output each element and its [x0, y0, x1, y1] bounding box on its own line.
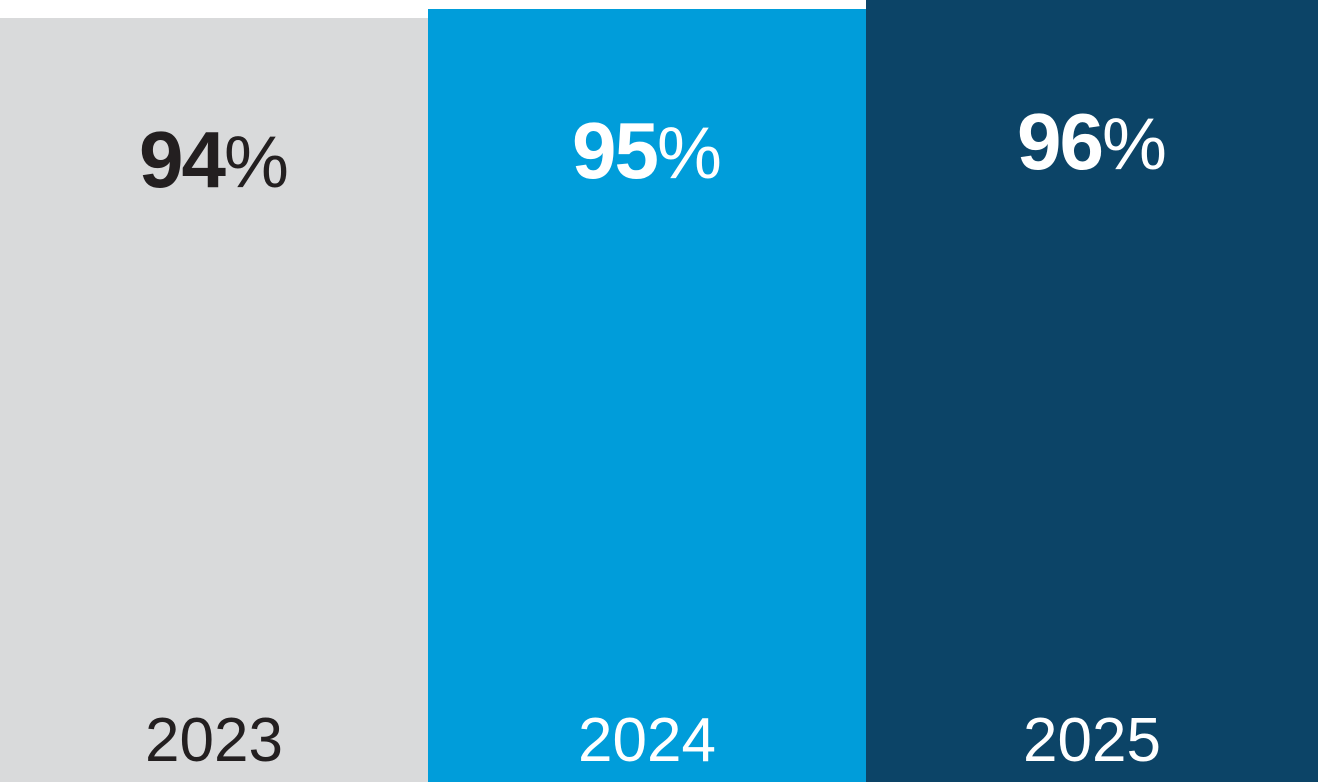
value-label-2023: 94%	[139, 120, 289, 200]
value-label-2024: 95%	[572, 111, 722, 191]
bar-2023: 94% 2023	[0, 18, 428, 782]
bar-2025: 96% 2025	[866, 0, 1318, 782]
year-label-2024: 2024	[578, 706, 716, 775]
year-label-2023: 2023	[145, 706, 283, 775]
percent-sign: %	[224, 122, 289, 203]
value-number: 96	[1017, 97, 1104, 186]
value-number: 94	[139, 115, 226, 204]
percent-sign: %	[1102, 104, 1167, 185]
value-label-2025: 96%	[1017, 102, 1167, 182]
year-label-2025: 2025	[1023, 706, 1161, 775]
bar-2024: 95% 2024	[428, 9, 866, 782]
percent-sign: %	[657, 113, 722, 194]
value-number: 95	[572, 106, 659, 195]
